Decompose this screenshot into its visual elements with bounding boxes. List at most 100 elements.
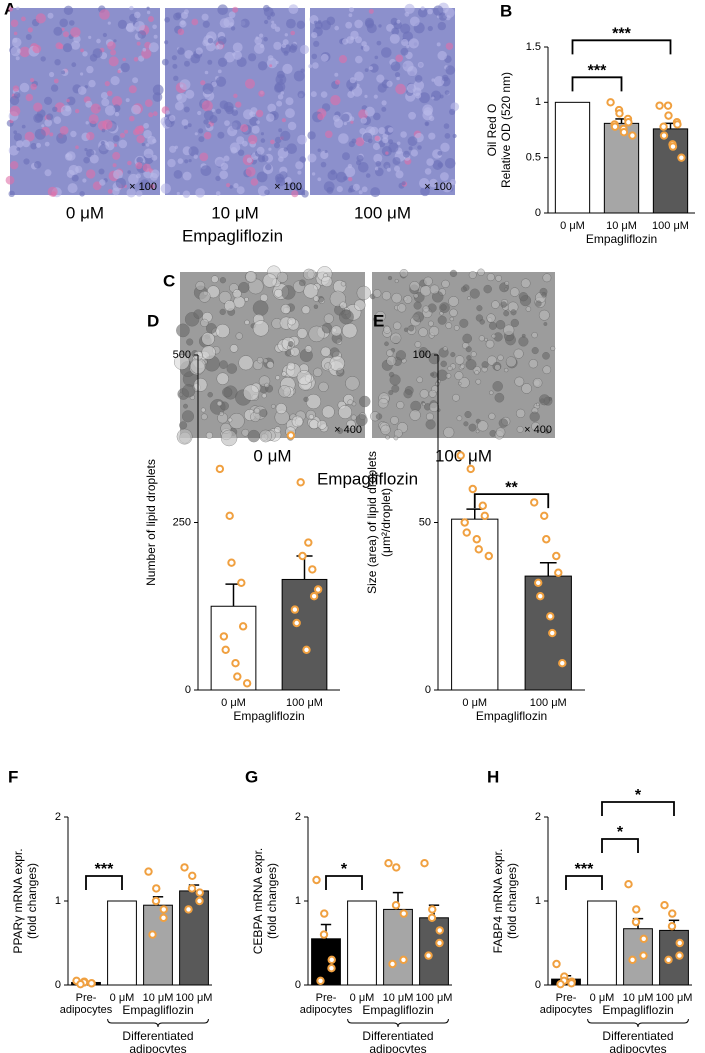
texture [82, 51, 88, 57]
texture [152, 24, 157, 30]
texture [219, 277, 227, 284]
texture [374, 135, 380, 141]
data-point [675, 938, 684, 948]
x-tick-label: 10 μM [623, 992, 654, 1004]
texture [275, 375, 281, 381]
texture [341, 113, 350, 122]
texture [198, 136, 205, 143]
texture [386, 80, 393, 87]
texture [386, 349, 394, 357]
texture [176, 93, 182, 100]
x-tick-label: 10 μM [143, 992, 174, 1004]
texture [107, 21, 111, 25]
texture [518, 292, 529, 302]
y-tick-label: 250 [173, 516, 191, 528]
texture [408, 146, 413, 151]
texture [75, 108, 80, 114]
texture [40, 56, 46, 62]
data-point [327, 964, 336, 973]
texture [56, 132, 67, 144]
texture [86, 131, 95, 141]
texture [277, 94, 284, 100]
texture [495, 319, 506, 330]
data-point [435, 938, 444, 948]
texture [394, 72, 401, 78]
texture [145, 143, 150, 147]
texture [516, 425, 524, 433]
texture [500, 301, 507, 308]
y-axis-label-line: (fold changes) [265, 863, 279, 939]
texture [406, 83, 417, 94]
texture [86, 169, 96, 179]
texture [99, 179, 106, 186]
texture [203, 119, 209, 125]
texture [387, 275, 393, 281]
texture [299, 44, 310, 55]
micrograph-label: 0 μM [66, 203, 104, 222]
data-point [238, 622, 248, 631]
y-axis-label: Oil Red ORelative OD (520 nm) [485, 72, 513, 188]
data-point [663, 101, 673, 110]
texture [387, 127, 394, 133]
texture [110, 76, 120, 86]
texture [217, 4, 228, 15]
texture [456, 415, 463, 422]
y-tick-label: 0 [55, 979, 61, 991]
texture [53, 26, 63, 36]
texture [288, 4, 299, 14]
texture [136, 156, 144, 164]
texture [532, 377, 543, 388]
data-point [548, 628, 557, 638]
texture [201, 13, 209, 21]
data-point [460, 518, 469, 527]
texture [8, 190, 15, 197]
texture [125, 98, 130, 103]
texture [418, 92, 430, 104]
data-point [675, 951, 684, 960]
texture [284, 33, 288, 37]
texture [129, 5, 134, 11]
texture [173, 12, 181, 21]
texture [25, 34, 32, 40]
texture [355, 55, 363, 64]
texture [477, 420, 489, 432]
texture [258, 90, 265, 97]
texture [273, 41, 282, 50]
x-axis-label: Empagliflozin [317, 469, 418, 488]
texture [258, 155, 266, 163]
texture [264, 19, 269, 25]
texture [88, 35, 92, 40]
texture [372, 289, 382, 298]
texture [165, 110, 170, 115]
texture [177, 28, 185, 36]
texture [395, 170, 404, 179]
texture [8, 6, 14, 12]
texture [85, 121, 89, 125]
texture [375, 160, 382, 167]
texture [290, 43, 298, 51]
texture [200, 407, 206, 413]
texture [180, 84, 184, 88]
texture [388, 142, 399, 153]
texture [101, 128, 106, 133]
texture [198, 128, 204, 134]
data-point [558, 659, 567, 668]
y-axis-label-line: PPARγ mRNA expr. [11, 848, 25, 953]
texture [432, 160, 443, 170]
group-label: Differentiated adipocytes [122, 1029, 193, 1053]
texture [177, 47, 185, 55]
texture [443, 123, 450, 129]
texture [350, 120, 354, 124]
texture [231, 109, 239, 116]
texture [408, 38, 419, 49]
texture [127, 170, 131, 174]
magnification: × 400 [334, 424, 362, 436]
x-axis-label: Empagliflozin [602, 1003, 673, 1017]
texture [260, 44, 264, 49]
data-point [309, 592, 319, 601]
texture [406, 44, 410, 49]
data-point [606, 98, 615, 107]
texture [323, 181, 335, 193]
texture [428, 389, 437, 398]
texture [370, 126, 379, 136]
